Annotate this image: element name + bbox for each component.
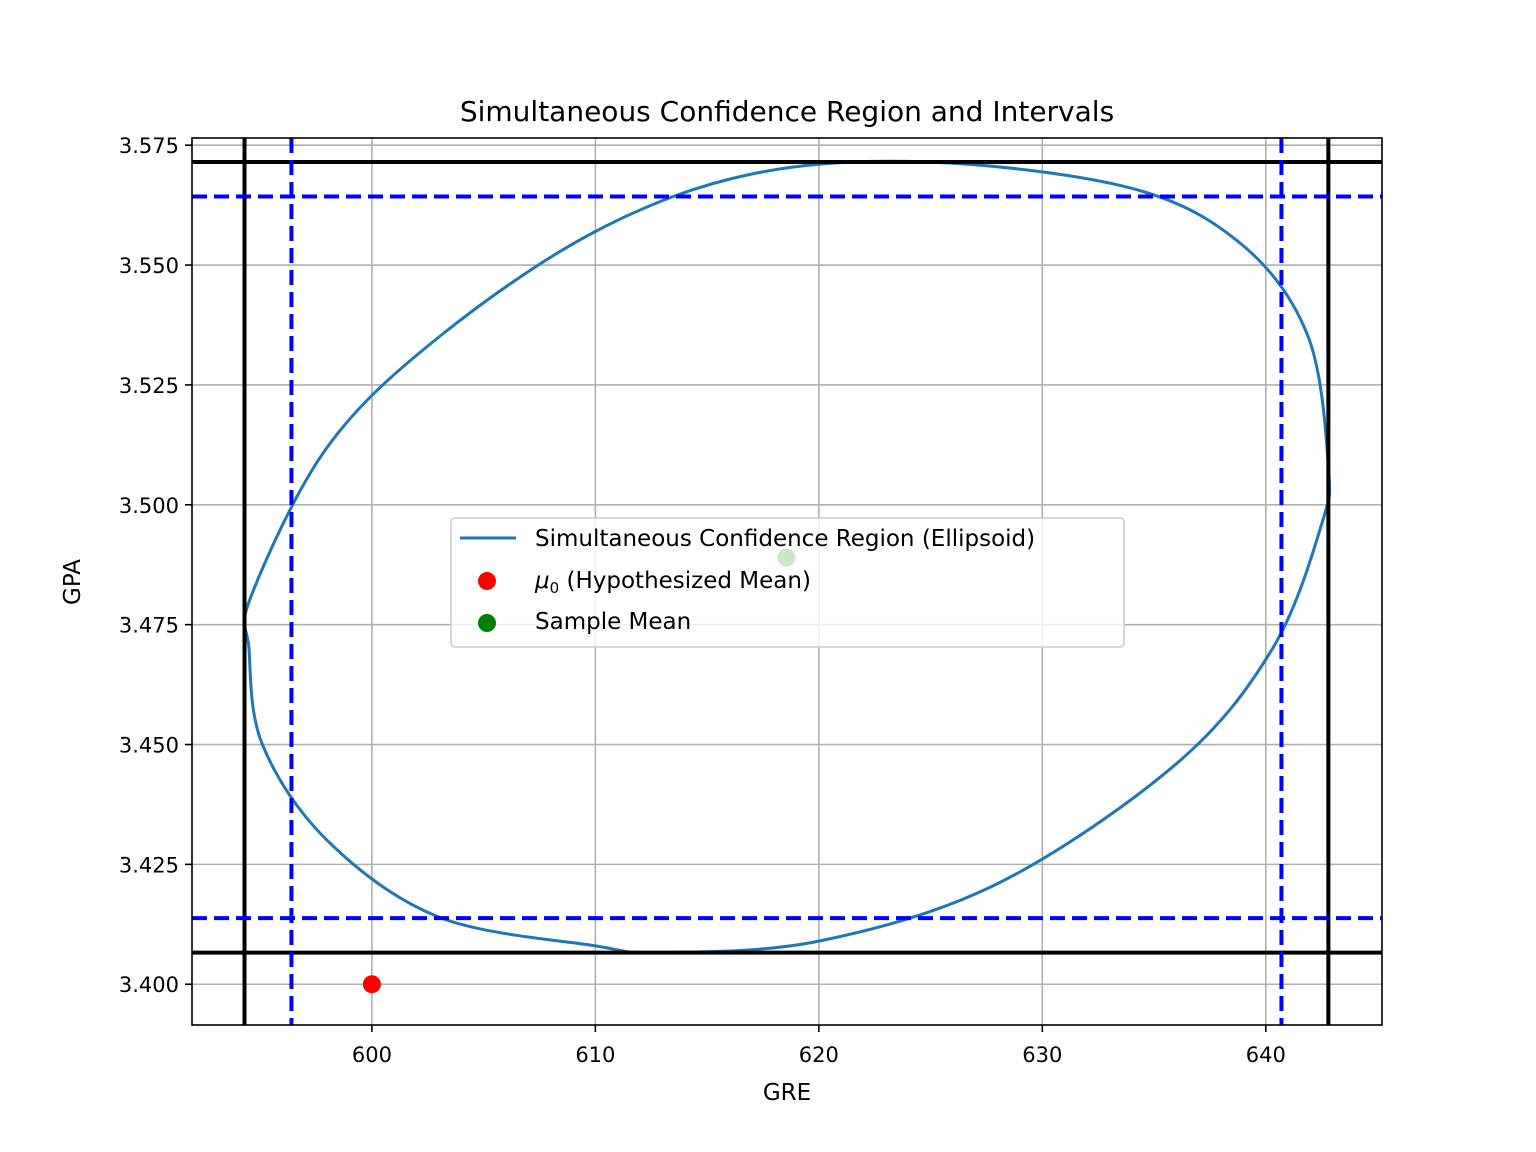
x-tick-label: 640 xyxy=(1246,1043,1286,1067)
y-tick-label: 3.450 xyxy=(119,734,179,758)
legend-mu0-text: (Hypothesized Mean) xyxy=(559,568,811,594)
confidence-ellipse xyxy=(242,159,1332,955)
legend-mu0-label: μ0 (Hypothesized Mean) xyxy=(534,568,811,597)
y-tick-label: 3.500 xyxy=(119,494,179,518)
legend-sample-marker xyxy=(478,614,496,632)
x-tick-label: 630 xyxy=(1022,1043,1062,1067)
y-axis-label: GPA xyxy=(60,559,86,605)
y-tick-label: 3.400 xyxy=(119,973,179,997)
legend-sample-label: Sample Mean xyxy=(535,609,691,635)
legend-box xyxy=(450,517,1125,648)
x-axis-ticks: 600 610 620 630 640 xyxy=(352,1025,1286,1067)
simultaneous-interval-lines xyxy=(192,138,1382,1025)
x-tick-label: 620 xyxy=(799,1043,839,1067)
y-tick-label: 3.550 xyxy=(119,254,179,278)
bonferroni-interval-lines xyxy=(192,138,1382,1025)
y-tick-label: 3.525 xyxy=(119,374,179,398)
legend-mu0-symbol: μ xyxy=(534,568,550,594)
chart-title: Simultaneous Confidence Region and Inter… xyxy=(460,95,1114,128)
legend-mu0-marker xyxy=(478,572,496,590)
plot-area xyxy=(192,138,1382,1025)
plot-frame xyxy=(191,137,1383,1026)
y-axis-ticks: 3.400 3.425 3.450 3.475 3.500 3.525 3.550 3.575 xyxy=(119,134,192,997)
mu0-point xyxy=(362,975,381,994)
legend-mu0-subscript: 0 xyxy=(550,579,560,597)
x-tick-label: 600 xyxy=(352,1043,392,1067)
y-tick-label: 3.425 xyxy=(119,853,179,877)
y-tick-label: 3.575 xyxy=(119,134,179,158)
legend-ellipse-label: Simultaneous Confidence Region (Ellipsoi… xyxy=(535,526,1035,552)
x-tick-label: 610 xyxy=(575,1043,615,1067)
legend: Simultaneous Confidence Region (Ellipsoi… xyxy=(450,517,1125,648)
x-axis-label: GRE xyxy=(763,1080,811,1106)
y-tick-label: 3.475 xyxy=(119,614,179,638)
